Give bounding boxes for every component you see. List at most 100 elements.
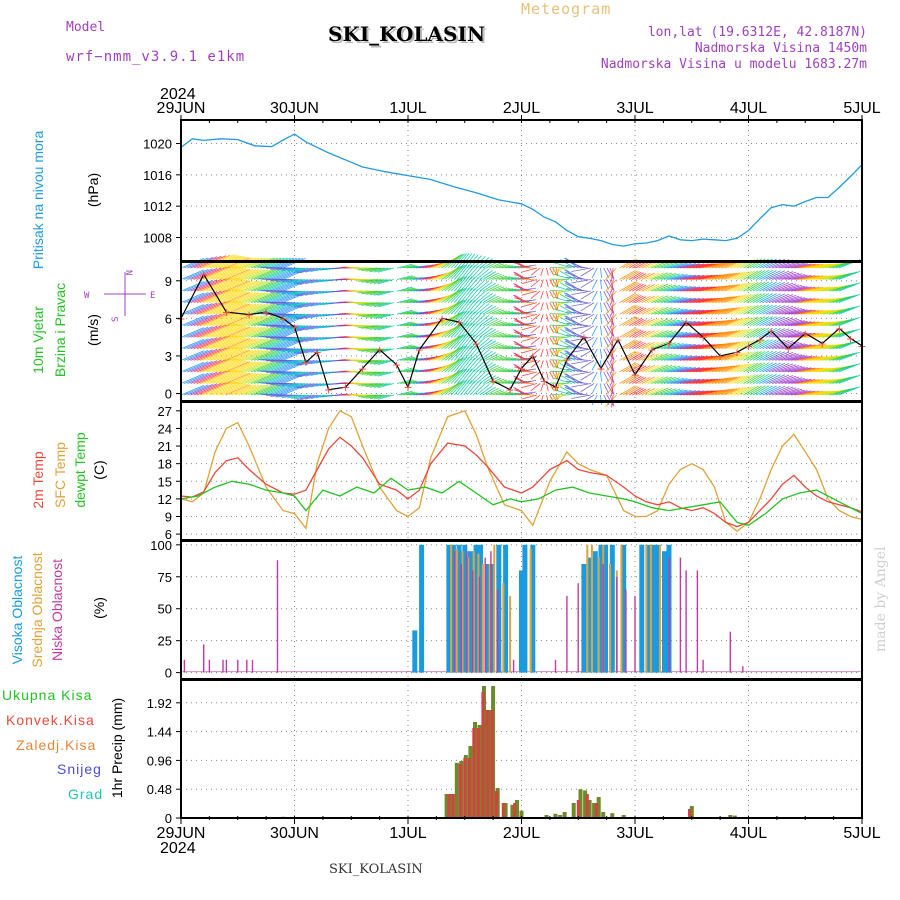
precip-total-bar [454, 762, 459, 818]
precip-total-bar [444, 794, 449, 818]
cloud-high-bar [603, 544, 608, 673]
wind-gust-marker: + [562, 354, 571, 367]
precip-conv-bar [490, 710, 494, 818]
cloud-high-bar [650, 544, 656, 673]
wind-gust-marker: + [579, 331, 588, 344]
cloud-mid-bar [467, 557, 470, 673]
wind-gust-marker: + [375, 344, 384, 357]
compass-w: W [84, 291, 90, 301]
cloud-high-bar [412, 630, 418, 673]
cloud-low-bar [453, 551, 456, 673]
y-tick-label: 3 [165, 349, 172, 364]
wind-gust-marker: + [681, 316, 690, 329]
cloud-high-bar [598, 544, 604, 673]
precip-conv-bar [463, 758, 467, 818]
y-tick-label: 18 [158, 457, 172, 472]
cloud-low-bar [490, 551, 492, 673]
wind-gust-marker: + [506, 384, 515, 397]
precip-conv-bar [501, 803, 505, 818]
wind-gust-marker: + [596, 362, 605, 375]
wind-gust-marker: + [454, 316, 463, 329]
y-tick-label: 0.48 [147, 782, 172, 797]
precip-conv-bar [513, 803, 517, 818]
date-label-bottom: 29JUN [157, 825, 206, 842]
legend-conv-rain: Konvek.Kisa [6, 712, 95, 728]
cloud-high-bar [450, 544, 456, 673]
cloud-low-bar [512, 659, 515, 673]
cloud-high-bar [581, 564, 587, 673]
precip-total-bar [503, 803, 508, 818]
cloud-high-bar [496, 544, 502, 673]
cloud-mid-axis-title: Srednja Oblacnost [29, 552, 45, 667]
precip-total-bar [601, 812, 606, 818]
pressure-line [180, 133, 863, 247]
model-label: Model [66, 20, 106, 35]
wind-gust-marker: + [716, 350, 725, 363]
wind-gust-marker: + [415, 344, 424, 357]
date-label-top: 29JUN [157, 100, 206, 117]
y-tick-label: 1.44 [147, 725, 172, 740]
cloud-low-bar [577, 583, 579, 673]
date-label-bottom: 5JUL [843, 825, 880, 842]
temp2m-axis-title: 2m Temp [30, 451, 46, 509]
model-elevation: Nadmorska Visina u modelu 1683.27m [600, 57, 867, 72]
cloud-high-bar [456, 544, 462, 673]
pressure-unit: (hPa) [85, 173, 101, 207]
pressure-axis-title: Pritisak na nivou mora [30, 131, 46, 270]
wind-gust-marker: + [471, 337, 480, 350]
cloud-low-bar [634, 595, 636, 673]
precip-conv-bar [458, 764, 462, 818]
wind-gust-marker: + [358, 362, 367, 375]
wind-gust-marker: + [199, 269, 208, 282]
legend-freezing-rain: Zaledj.Kisa [16, 737, 96, 753]
cloud-mid-bar [609, 564, 611, 673]
precip-total-bar [578, 789, 583, 818]
data-layer: +++ + + +++++ +++++++ +++++++ +++++++ ++++ + + +++… [176, 133, 867, 818]
year-bottom: 2024 [160, 840, 196, 857]
cloud-low-bar [460, 564, 462, 673]
cloud-low-bar [685, 570, 687, 673]
date-label-top: 3JUL [616, 100, 653, 117]
cloud-mid-bar [509, 595, 512, 673]
date-label-top: 4JUL [730, 100, 767, 117]
wind-gust-marker: + [784, 342, 793, 355]
precip-conv-bar [467, 758, 471, 818]
cloud-high-bar [519, 570, 524, 673]
cloud-high-bar [419, 544, 425, 673]
cloud-high-axis-title: Visoka Oblacnost [9, 556, 25, 665]
temp-unit: (C) [91, 460, 107, 479]
cloud-mid-bar [461, 551, 464, 673]
cloud-mid-bar [502, 583, 505, 673]
cloud-low-bar [478, 576, 481, 673]
compass-n: N [123, 270, 133, 275]
cloud-low-bar [251, 659, 254, 673]
wind-gust-marker: + [744, 340, 753, 353]
wind-gust-marker: + [279, 312, 288, 325]
wind-gust-marker: + [528, 350, 537, 363]
date-label-bottom: 4JUL [730, 825, 767, 842]
date-label-top: 2JUL [503, 100, 540, 117]
cloud-low-axis-title: Niska Oblacnost [49, 559, 65, 661]
cloud-low-bar [484, 557, 486, 673]
precip-total-bar [610, 813, 615, 818]
wind-gust-marker: + [755, 334, 764, 347]
cloud-high-bar [662, 551, 667, 673]
wind-gust-marker: + [489, 375, 498, 388]
cloud-high-bar [587, 557, 593, 673]
cloud-high-bar [646, 544, 652, 673]
year-top: 2024 [160, 86, 196, 103]
station-coords: lon,lat (19.6312E, 42.8187N) [647, 25, 867, 40]
date-label-bottom: 3JUL [616, 825, 653, 842]
precip-total-bar [596, 797, 601, 818]
wind-gust-marker: + [767, 325, 776, 338]
sfc-temp-line [180, 409, 863, 533]
wind-gust-marker: + [290, 321, 299, 334]
precip-total-bar [562, 812, 567, 818]
cloud-high-bar [522, 544, 528, 673]
cloud-mid-bar [493, 544, 496, 673]
precip-total-bar [689, 806, 694, 818]
wind-gust-marker: + [835, 322, 844, 335]
cloud-mid-bar [645, 544, 648, 673]
